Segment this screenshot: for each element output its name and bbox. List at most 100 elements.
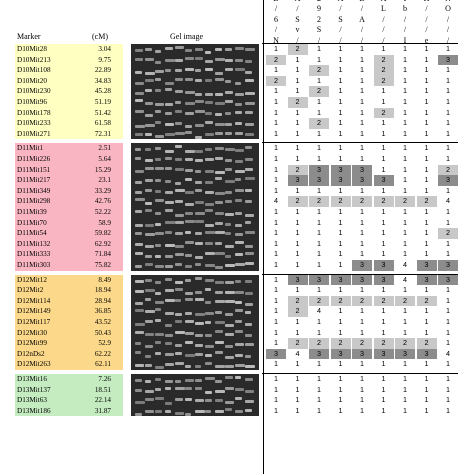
gel-lane-row xyxy=(131,285,259,296)
marker-name: D10Mit108 xyxy=(17,66,51,75)
genotype-cell: 4 xyxy=(266,196,286,207)
gel-band xyxy=(155,88,162,92)
gel-band xyxy=(245,262,254,266)
genotype-cell: 1 xyxy=(438,338,458,349)
gel-band xyxy=(165,401,172,405)
gel-band xyxy=(215,212,224,216)
strain-header-char: / xyxy=(274,25,278,35)
genotype-cell: 3 xyxy=(373,260,394,271)
gel-band xyxy=(145,114,153,118)
genotype-cell: 1 xyxy=(395,327,415,339)
gel-band xyxy=(155,121,162,125)
gel-band xyxy=(225,332,235,336)
genotype-cell: 1 xyxy=(352,238,372,250)
genotype-cell: 2 xyxy=(309,65,329,76)
genotype-cell: 1 xyxy=(309,405,329,417)
gel-band xyxy=(245,323,253,327)
genotype-cell: 1 xyxy=(395,164,415,176)
gel-band xyxy=(205,301,212,305)
gel-band xyxy=(225,180,235,184)
genotype-cell: 1 xyxy=(373,44,394,55)
strain-header-char: S xyxy=(295,14,300,24)
genotype-cell: 1 xyxy=(266,175,286,186)
gel-band xyxy=(245,400,254,404)
gel-band xyxy=(165,323,172,327)
gel-band xyxy=(245,220,251,224)
genotype-cell: 3 xyxy=(416,274,437,286)
genotype-cell: 3 xyxy=(395,348,415,360)
genotype-cell: 1 xyxy=(373,164,394,176)
strain-header-char: S xyxy=(338,14,343,24)
genotype-cell: 1 xyxy=(395,384,415,396)
gel-band xyxy=(235,252,243,256)
genotype-cell: 1 xyxy=(266,228,286,239)
gel-band xyxy=(185,240,194,244)
genotype-cell: 1 xyxy=(266,285,286,296)
genotype-cell: 3 xyxy=(352,175,372,186)
gel-band xyxy=(215,78,224,82)
gel-band xyxy=(145,167,154,171)
marker-name: D11Mit298 xyxy=(17,197,51,206)
genotype-cell: 1 xyxy=(266,154,286,165)
genotype-cell: 1 xyxy=(438,86,458,97)
gel-band xyxy=(225,168,232,172)
genotype-cell: 1 xyxy=(352,228,372,239)
gel-lane-row xyxy=(131,75,259,87)
genotype-cell: 1 xyxy=(395,374,415,385)
genotype-cell: 2 xyxy=(373,107,394,119)
gel-band xyxy=(195,149,204,153)
group-separator xyxy=(262,43,458,44)
gel-band xyxy=(155,397,165,401)
gel-band xyxy=(245,110,253,114)
marker-row: D13Mit186 31.87 xyxy=(15,406,123,417)
gel-band xyxy=(135,181,142,185)
gel-image-header: Gel image xyxy=(170,32,204,41)
gel-band xyxy=(135,223,143,227)
gel-band xyxy=(165,277,173,281)
gel-band xyxy=(155,190,162,194)
gel-band xyxy=(195,343,204,347)
marker-row: D11Mit217 23.1 xyxy=(15,175,123,186)
gel-band xyxy=(205,120,214,124)
gel-band xyxy=(145,189,152,193)
gel-band xyxy=(175,168,184,172)
gel-band xyxy=(145,78,155,82)
strain-header-char: 6 xyxy=(274,14,278,24)
gel-band xyxy=(145,333,154,337)
strain-header-char: B xyxy=(352,0,372,4)
genotype-cell: 1 xyxy=(395,405,415,417)
genotype-cell: 1 xyxy=(266,207,286,218)
genotype-cell: 1 xyxy=(416,285,437,296)
genotype-cell: 1 xyxy=(395,228,415,239)
gel-band xyxy=(245,158,253,162)
marker-name: D11Mit151 xyxy=(17,165,51,174)
genotype-cell: 1 xyxy=(416,185,437,197)
genotype-cell: 1 xyxy=(266,405,286,417)
genotype-cell: 2 xyxy=(373,338,394,349)
genotype-cell: 1 xyxy=(287,86,308,97)
gel-band xyxy=(145,409,154,413)
gel-band xyxy=(145,398,155,402)
gel-band xyxy=(215,321,225,325)
marker-cm: 43.52 xyxy=(94,317,111,326)
gel-band xyxy=(205,181,213,185)
marker-row: D11Mit349 33.29 xyxy=(15,186,123,197)
strain-header-char: / xyxy=(296,35,299,45)
genotype-cell: 1 xyxy=(266,359,286,370)
genotype-cell: 1 xyxy=(373,143,394,154)
gel-band xyxy=(205,170,214,174)
genotype-cell: 1 xyxy=(352,384,372,396)
genotype-cell: 1 xyxy=(309,359,329,370)
genotype-cell: 2 xyxy=(438,228,458,239)
gel-band xyxy=(205,288,212,292)
gel-band xyxy=(225,323,235,327)
gel-band xyxy=(235,290,245,294)
gel-band xyxy=(175,100,182,104)
genotype-cell: 3 xyxy=(416,348,437,360)
genotype-cell: 1 xyxy=(330,285,351,296)
gel-band xyxy=(215,390,225,394)
marker-name: D13Mit16 xyxy=(17,375,47,383)
gel-band xyxy=(145,263,153,267)
genotype-cell: 1 xyxy=(330,238,351,250)
gel-band xyxy=(155,409,162,413)
